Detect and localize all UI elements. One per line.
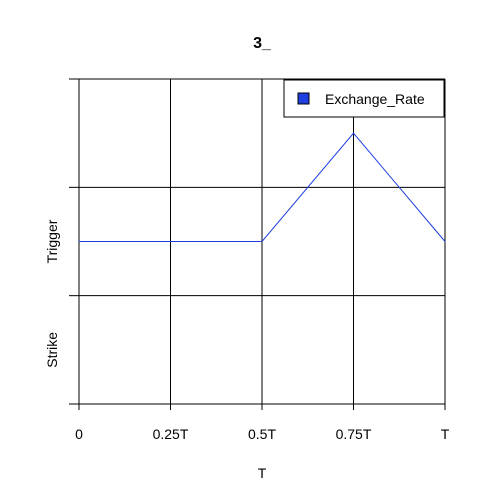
legend-label: Exchange_Rate — [325, 91, 425, 107]
legend-box — [283, 79, 445, 118]
legend: Exchange_Rate — [283, 79, 445, 118]
data-point-0-2 — [261, 241, 263, 242]
y-tick-labels: Strike Trigger — [44, 219, 60, 367]
series-layer — [78, 132, 446, 242]
data-point-0-0 — [78, 241, 80, 242]
x-axis-label: T — [258, 465, 267, 481]
legend-swatch — [297, 92, 310, 105]
y-tick-label-1: Trigger — [44, 219, 60, 263]
axis-ticks — [69, 78, 446, 410]
data-point-0-4 — [444, 241, 446, 242]
y-tick-label-0: Strike — [44, 332, 60, 368]
data-point-0-1 — [170, 241, 171, 242]
x-tick-labels: 0 0.25T 0.5T 0.75T T — [75, 426, 450, 442]
x-tick-label-4: T — [441, 426, 450, 442]
chart-title: 3_ — [253, 35, 272, 52]
x-tick-label-0: 0 — [75, 426, 83, 442]
x-tick-label-2: 0.5T — [248, 426, 276, 442]
data-point-0-3 — [353, 132, 354, 134]
x-tick-label-1: 0.25T — [153, 426, 189, 442]
x-tick-label-3: 0.75T — [336, 426, 372, 442]
